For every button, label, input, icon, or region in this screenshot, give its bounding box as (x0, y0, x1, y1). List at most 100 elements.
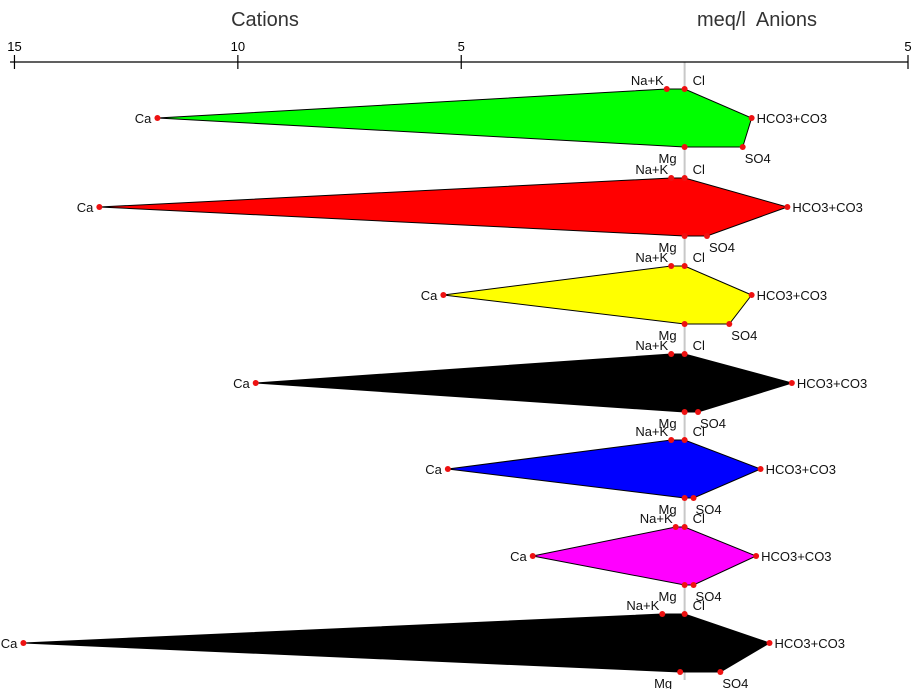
tick-label: 5 (458, 39, 465, 54)
stiff-polygon (157, 88, 753, 148)
label-cl: Cl (693, 338, 705, 353)
label-so4: SO4 (731, 328, 757, 343)
ion-point (690, 582, 697, 588)
ion-point (668, 351, 675, 357)
label-hco3-co3: HCO3+CO3 (797, 376, 867, 391)
label-ca: Ca (135, 111, 152, 126)
label-ca: Ca (510, 549, 527, 564)
ion-point (681, 524, 688, 530)
ion-point (440, 292, 447, 298)
ion-point (677, 669, 684, 675)
label-hco3-co3: HCO3+CO3 (757, 288, 827, 303)
label-so4: SO4 (709, 240, 735, 255)
ion-point (681, 263, 688, 269)
label-na-k: Na+K (626, 598, 659, 613)
label-ca: Ca (425, 462, 442, 477)
ion-point (753, 553, 760, 559)
ion-point (668, 263, 675, 269)
ion-point (726, 321, 733, 327)
anions-header: meq/l Anions (697, 9, 817, 31)
label-na-k: Na+K (635, 424, 668, 439)
ion-point (681, 144, 688, 150)
ion-point (668, 175, 675, 181)
label-na-k: Na+K (631, 73, 664, 88)
label-hco3-co3: HCO3+CO3 (775, 636, 845, 651)
label-na-k: Na+K (640, 511, 673, 526)
stiff-polygon (99, 177, 790, 237)
ion-point (681, 437, 688, 443)
stiff-polygon-group: Na+K Cl Ca HCO3+CO3 Mg SO4 (510, 511, 831, 604)
tick-label: 5 (904, 39, 911, 54)
label-mg: Mg (654, 676, 672, 689)
label-na-k: Na+K (635, 250, 668, 265)
ion-point (788, 380, 795, 386)
stiff-polygon (447, 439, 762, 499)
ion-point (681, 495, 688, 501)
label-na-k: Na+K (635, 338, 668, 353)
x-axis: 15 10 5 5 (7, 39, 912, 680)
ion-point (681, 86, 688, 92)
stiff-polygon (443, 265, 753, 325)
label-hco3-co3: HCO3+CO3 (792, 200, 862, 215)
label-mg: Mg (659, 589, 677, 604)
label-so4: SO4 (696, 589, 722, 604)
stiff-polygon-group: Na+K Cl Ca HCO3+CO3 Mg SO4 (1, 598, 845, 689)
stiff-polygon (532, 526, 758, 586)
ion-point (20, 640, 27, 646)
ion-point (681, 351, 688, 357)
label-cl: Cl (693, 250, 705, 265)
label-so4: SO4 (722, 676, 748, 689)
label-mg: Mg (659, 151, 677, 166)
label-so4: SO4 (745, 151, 771, 166)
stiff-polygon-group: Na+K Cl Ca HCO3+CO3 Mg SO4 (135, 73, 827, 166)
ion-point (784, 204, 791, 210)
ion-point (444, 466, 451, 472)
stiff-polygon (23, 613, 771, 673)
ion-point (757, 466, 764, 472)
ion-point (529, 553, 536, 559)
ion-point (748, 115, 755, 121)
label-ca: Ca (233, 376, 250, 391)
label-ca: Ca (77, 200, 94, 215)
label-mg: Mg (659, 502, 677, 517)
ion-point (695, 409, 702, 415)
label-ca: Ca (1, 636, 18, 651)
ion-point (252, 380, 259, 386)
label-cl: Cl (693, 162, 705, 177)
stiff-polygon-group: Na+K Cl Ca HCO3+CO3 Mg SO4 (425, 424, 836, 517)
label-cl: Cl (693, 73, 705, 88)
ion-point (681, 233, 688, 239)
plot-area: Na+K Cl Ca HCO3+CO3 Mg SO4 Na+K Cl Ca HCO3+CO3 Mg S… (1, 73, 868, 689)
label-hco3-co3: HCO3+CO3 (766, 462, 836, 477)
ion-point (681, 611, 688, 617)
ion-point (717, 669, 724, 675)
label-na-k: Na+K (635, 162, 668, 177)
label-ca: Ca (421, 288, 438, 303)
stiff-polygon-group: Na+K Cl Ca HCO3+CO3 Mg SO4 (421, 250, 827, 343)
label-hco3-co3: HCO3+CO3 (761, 549, 831, 564)
ion-point (154, 115, 161, 121)
ion-point (672, 524, 679, 530)
ion-point (748, 292, 755, 298)
ion-point (681, 409, 688, 415)
ion-point (703, 233, 710, 239)
cations-header: Cations (231, 9, 299, 31)
stiff-polygon-group: Na+K Cl Ca HCO3+CO3 Mg SO4 (233, 338, 867, 431)
stiff-polygon (255, 353, 794, 413)
ion-point (739, 144, 746, 150)
label-mg: Mg (659, 240, 677, 255)
ion-point (663, 86, 670, 92)
tick-label: 10 (231, 39, 245, 54)
label-so4: SO4 (696, 502, 722, 517)
ion-point (96, 204, 103, 210)
label-cl: Cl (693, 424, 705, 439)
ion-point (681, 175, 688, 181)
label-so4: SO4 (700, 416, 726, 431)
stiff-polygon-group: Na+K Cl Ca HCO3+CO3 Mg SO4 (77, 162, 863, 255)
label-hco3-co3: HCO3+CO3 (757, 111, 827, 126)
ion-point (668, 437, 675, 443)
ion-point (766, 640, 773, 646)
ion-point (690, 495, 697, 501)
label-cl: Cl (693, 598, 705, 613)
